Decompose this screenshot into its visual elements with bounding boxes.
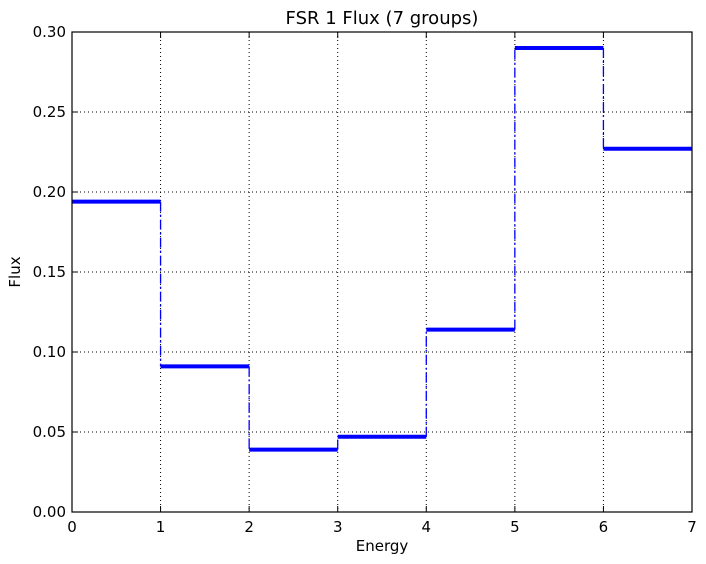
chart-title: FSR 1 Flux (7 groups) <box>286 8 479 29</box>
x-tick-label-6: 6 <box>599 518 609 536</box>
y-tick-label-1: 0.05 <box>33 423 66 441</box>
y-tick-label-3: 0.15 <box>33 263 66 281</box>
x-axis-tick-labels: 0 1 2 3 4 5 6 7 <box>67 518 697 536</box>
y-axis-label: Flux <box>6 256 24 287</box>
y-tick-label-5: 0.25 <box>33 103 66 121</box>
series-flux <box>72 46 692 452</box>
x-tick-label-7: 7 <box>687 518 697 536</box>
x-axis-label: Energy <box>356 537 409 555</box>
plot-frame <box>71 31 693 513</box>
x-tick-label-5: 5 <box>510 518 520 536</box>
grid <box>72 32 692 512</box>
y-axis-tick-labels: 0.00 0.05 0.10 0.15 0.20 0.25 0.30 <box>33 23 66 521</box>
x-tick-label-2: 2 <box>244 518 254 536</box>
y-tick-label-0: 0.00 <box>33 503 66 521</box>
y-tick-label-4: 0.20 <box>33 183 66 201</box>
x-tick-label-4: 4 <box>422 518 432 536</box>
x-tick-label-3: 3 <box>333 518 343 536</box>
x-tick-label-1: 1 <box>156 518 166 536</box>
y-tick-label-2: 0.10 <box>33 343 66 361</box>
x-tick-label-0: 0 <box>67 518 77 536</box>
y-tick-label-6: 0.30 <box>33 23 66 41</box>
